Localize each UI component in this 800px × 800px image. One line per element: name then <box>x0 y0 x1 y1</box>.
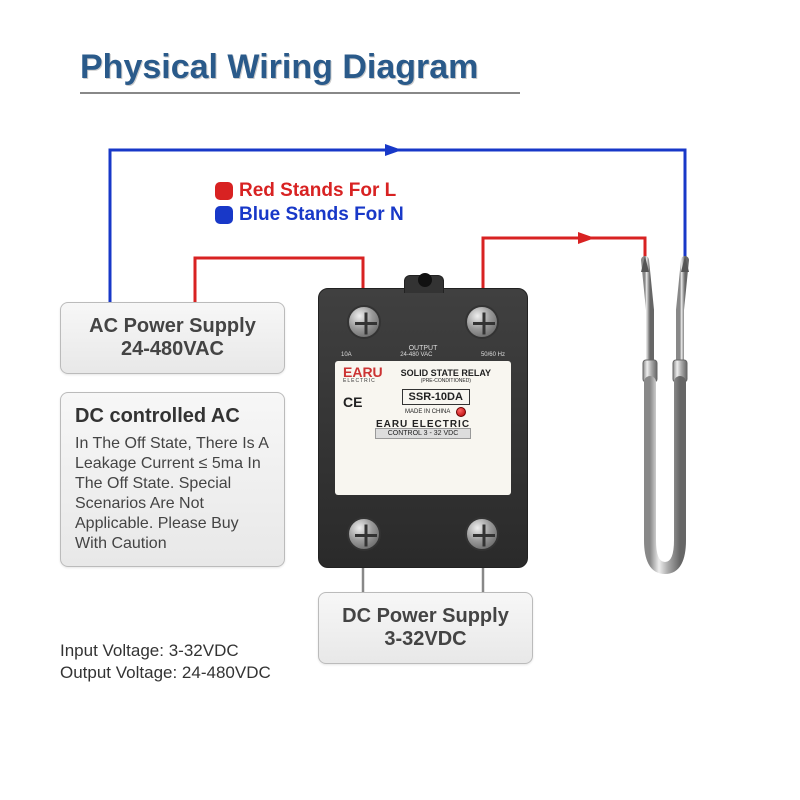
legend-red-row: Red Stands For L <box>215 180 404 202</box>
diagram-title: Physical Wiring Diagram <box>80 48 478 87</box>
dc-supply-label: DC Power Supply <box>335 605 516 628</box>
relay-output-center: 24-480 VAC <box>400 352 432 358</box>
relay-control-label: CONTROL 3 - 32 VDC <box>375 428 471 439</box>
legend-red-label: Red Stands For L <box>239 180 396 202</box>
relay-ce-mark: CE <box>343 394 362 410</box>
relay-terminal-1 <box>347 305 381 339</box>
relay-terminal-2 <box>465 305 499 339</box>
relay-model: SSR-10DA <box>402 389 470 405</box>
solid-state-relay: OUTPUT 10A 24-480 VAC 50/60 Hz EARU ELEC… <box>318 288 528 568</box>
legend-blue-swatch <box>215 206 233 224</box>
relay-face-label: EARU ELECTRIC SOLID STATE RELAY (PRE-CON… <box>335 361 511 495</box>
blue-arrow <box>385 144 402 156</box>
relay-made-in: MADE IN CHINA <box>405 409 450 415</box>
legend-blue-row: Blue Stands For N <box>215 204 404 226</box>
legend: Red Stands For L Blue Stands For N <box>215 180 404 228</box>
dc-supply-range: 3-32VDC <box>335 628 516 651</box>
title-underline <box>80 92 520 94</box>
dc-power-supply-box: DC Power Supply 3-32VDC <box>318 592 533 664</box>
relay-led-indicator <box>456 407 466 417</box>
relay-output-label: OUTPUT <box>341 345 505 352</box>
ac-supply-range: 24-480VAC <box>77 338 268 361</box>
relay-output-text: OUTPUT 10A 24-480 VAC 50/60 Hz <box>341 345 505 358</box>
red-arrow <box>578 232 595 244</box>
relay-output-right: 50/60 Hz <box>481 352 505 358</box>
relay-precond: (PRE-CONDITIONED) <box>389 378 503 384</box>
relay-brand: EARU <box>343 367 383 378</box>
voltage-notes: Input Voltage: 3-32VDC Output Voltage: 2… <box>60 640 271 684</box>
legend-red-swatch <box>215 182 233 200</box>
heating-element <box>610 250 730 580</box>
dc-controlled-box: DC controlled AC In The Off State, There… <box>60 392 285 567</box>
legend-blue-label: Blue Stands For N <box>239 204 404 226</box>
relay-ssr-title: SOLID STATE RELAY <box>389 368 503 378</box>
ac-power-supply-box: AC Power Supply 24-480VAC <box>60 302 285 374</box>
input-voltage-note: Input Voltage: 3-32VDC <box>60 640 271 662</box>
relay-mount-tab <box>404 275 444 293</box>
relay-output-left: 10A <box>341 352 352 358</box>
relay-terminal-3 <box>347 517 381 551</box>
ac-supply-label: AC Power Supply <box>77 315 268 338</box>
relay-terminal-4 <box>465 517 499 551</box>
dc-controlled-header: DC controlled AC <box>75 405 270 428</box>
output-voltage-note: Output Voltage: 24-480VDC <box>60 662 271 684</box>
dc-controlled-body: In The Off State, There Is A Leakage Cur… <box>75 434 270 554</box>
